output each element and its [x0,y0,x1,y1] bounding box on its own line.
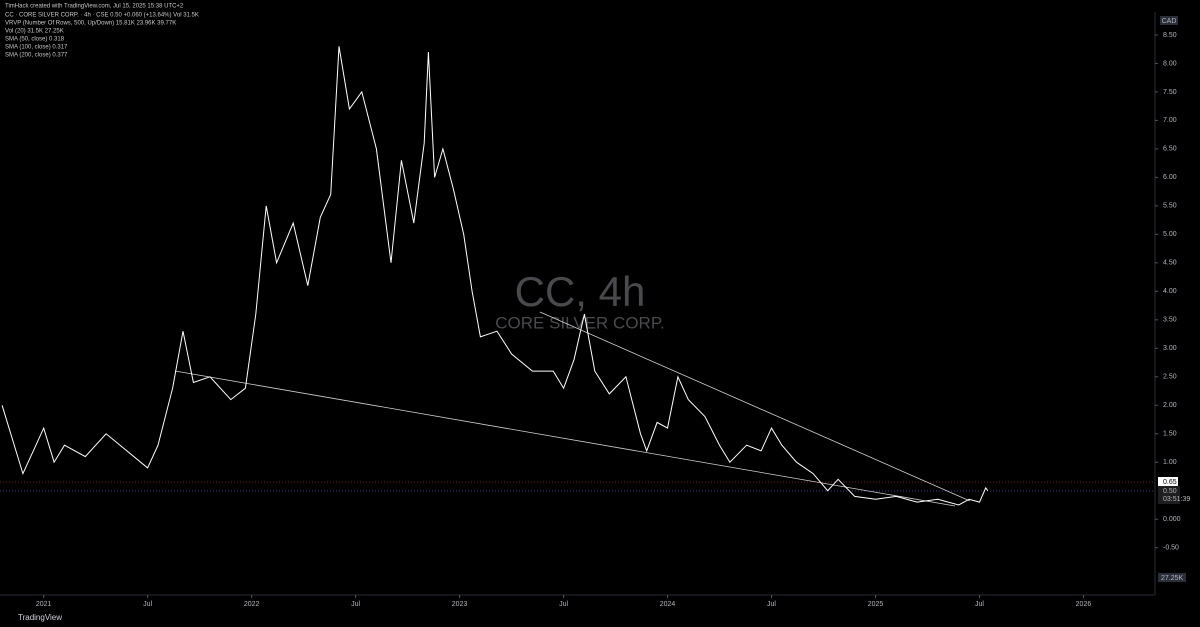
x-tick-label: Jul [143,601,152,608]
legend-entry: VRVP (Number Of Rows, 500, Up/Down) 15.8… [5,21,176,27]
legend: CC · CORE SILVER CORP. · 4h · CSE 0.50 +… [5,13,199,59]
y-tick-label: 1.50 [1163,431,1177,438]
y-tick-label: 3.50 [1163,317,1177,324]
x-tick-label: Jul [767,601,776,608]
y-tick-label: 8.00 [1163,60,1177,67]
volume-label: 27.25K [1161,575,1184,582]
y-tick-label: 4.50 [1163,260,1177,267]
x-tick-label: 2022 [244,601,260,608]
price-label-box [1158,477,1178,486]
watermark-name: CORE SILVER CORP. [495,313,664,332]
price-label-box [1158,486,1180,504]
legend-entry: SMA (50, close) 0.318 [5,37,65,43]
x-tick-label: 2025 [868,601,884,608]
x-tick-label: Jul [351,601,360,608]
y-tick-label: 2.00 [1163,402,1177,409]
y-tick-label: 7.00 [1163,117,1177,124]
price-line [1,46,989,506]
legend-entry: SMA (100, close) 0.317 [5,45,68,51]
y-tick-label: 8.50 [1163,32,1177,39]
price-label: 0.65 [1163,479,1177,486]
currency-box [1160,16,1178,25]
x-tick-label: 2024 [660,601,676,608]
x-tick-label: 2021 [36,601,52,608]
y-tick-label: 6.50 [1163,146,1177,153]
watermark-symbol: CC, 4h [515,268,646,315]
countdown: 03:51:39 [1163,496,1190,503]
y-tick-label: 3.00 [1163,345,1177,352]
currency: CAD [1162,18,1177,25]
footer-brand: TradingView [18,613,62,622]
price-label: 0.50 [1163,488,1177,495]
y-tick-label: -0.50 [1163,545,1179,552]
x-tick-label: Jul [559,601,568,608]
y-tick-label: 0.000 [1163,516,1181,523]
trend-line-upper [539,311,971,502]
legend-entry: SMA (200, close) 0.377 [5,53,68,59]
legend-entry: CC · CORE SILVER CORP. · 4h · CSE 0.50 +… [5,13,199,19]
y-tick-label: 5.00 [1163,231,1177,238]
volume-label-box [1158,573,1186,582]
y-tick-label: 2.50 [1163,374,1177,381]
y-tick-label: 1.00 [1163,459,1177,466]
x-tick-label: Jul [975,601,984,608]
credit: TimHack created with TradingView.com, Ju… [5,4,184,10]
y-tick-label: 6.00 [1163,174,1177,181]
trend-line-lower [174,370,956,507]
x-tick-label: 2026 [1076,601,1092,608]
y-tick-label: 5.50 [1163,203,1177,210]
y-tick-label: 7.50 [1163,89,1177,96]
x-tick-label: 2023 [452,601,468,608]
legend-entry: Vol (20) 31.5K 27.25K [5,29,64,35]
y-tick-label: 4.00 [1163,288,1177,295]
